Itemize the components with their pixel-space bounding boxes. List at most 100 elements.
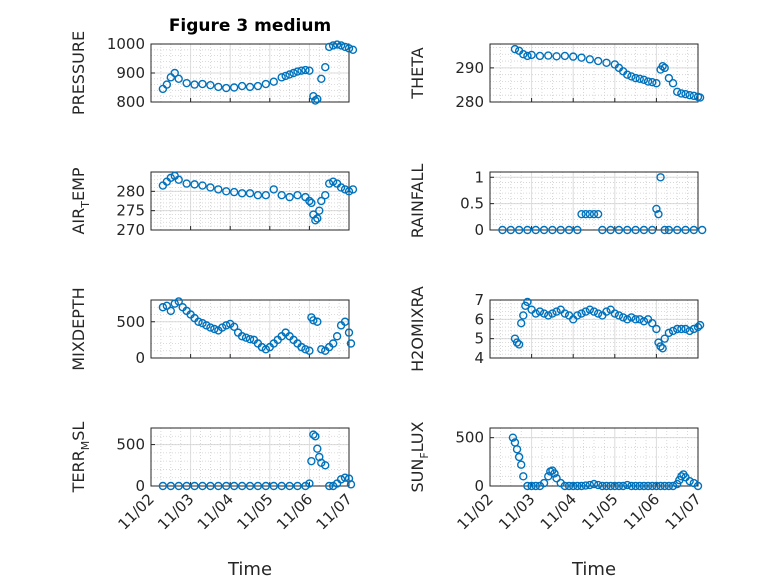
data-point [523,297,532,307]
data-point [648,225,657,235]
data-point [198,481,207,491]
data-point [581,481,590,490]
data-point [535,307,545,316]
data-point [277,73,286,82]
data-point [285,70,294,79]
data-point [198,181,207,190]
y-tick-label: 7 [474,291,484,309]
data-point [281,71,290,81]
y-tick-label: 0 [135,349,145,367]
axes-background [489,427,699,487]
data-point [531,225,540,235]
data-point [174,175,183,184]
y-axis-label: MIXDEPTH [69,287,88,370]
data-point [664,225,674,235]
data-point [305,66,314,75]
figure-title: Figure 3 medium [169,16,331,36]
data-point [614,225,624,235]
data-point [305,196,314,206]
data-point [336,183,346,192]
data-point [325,481,334,491]
data-point [552,52,561,61]
data-point [317,74,326,84]
data-point [664,481,674,491]
data-point [564,225,574,235]
data-point [589,479,599,489]
data-point [293,481,302,491]
y-axis-label: AIRTEMP [69,167,92,234]
data-point [346,339,356,348]
data-point [577,481,586,491]
data-point [307,198,316,208]
data-point [585,55,595,64]
data-point [531,481,540,491]
data-point [677,89,686,98]
y-tick-label: 6 [474,310,484,328]
data-point [162,80,172,89]
data-point [635,315,644,324]
data-point [517,460,526,469]
data-point [681,89,690,99]
data-point [277,190,286,200]
data-point [182,179,191,188]
data-point [166,173,176,183]
data-point [560,481,570,491]
data-point [344,44,354,53]
y-tick-label: 1 [474,168,484,186]
data-point [253,190,263,200]
data-point [158,303,168,312]
x-tick-label: 11/07 [313,490,356,533]
data-point [253,81,263,91]
data-point [321,62,330,72]
data-point [340,317,350,326]
y-tick-label: 900 [116,64,145,82]
data-point [307,456,316,466]
x-tick-label: 11/06 [620,490,663,533]
data-point [660,481,669,491]
data-point [593,209,603,219]
data-point [325,179,334,188]
data-point [627,481,636,491]
data-point [174,481,183,491]
data-point [523,51,532,61]
data-point [166,306,176,316]
data-point [593,56,603,66]
y-tick-label: 280 [116,182,145,200]
data-point [237,332,247,341]
data-point [237,81,247,91]
data-point [648,319,657,328]
data-point [512,338,522,347]
data-point [685,326,694,336]
data-point [311,96,320,105]
data-point [305,346,314,355]
data-point [585,209,595,219]
data-point [654,209,663,219]
data-point [697,225,707,235]
data-point [589,307,599,316]
y-axis-label: THETA [408,47,427,99]
data-point [285,192,294,202]
data-point [677,324,686,334]
y-axis-label: H2OMIXRA [408,286,427,372]
data-point [190,80,199,89]
data-point [222,321,231,330]
data-point [685,476,694,486]
data-point [552,307,561,316]
data-point [656,342,665,351]
x-tick-label: 11/02 [115,490,158,533]
axes-frame [489,427,699,487]
data-point [689,324,699,334]
data-point [222,481,231,491]
data-point [577,309,586,318]
data-point [631,225,640,235]
data-point [618,313,628,322]
data-point [229,322,239,332]
data-point [309,316,318,325]
data-point [514,340,524,349]
axes-frame [150,171,350,231]
data-point [158,481,168,491]
data-point [261,190,271,200]
axes-pressure: 800 900 1000 PRESSURE [69,31,358,115]
